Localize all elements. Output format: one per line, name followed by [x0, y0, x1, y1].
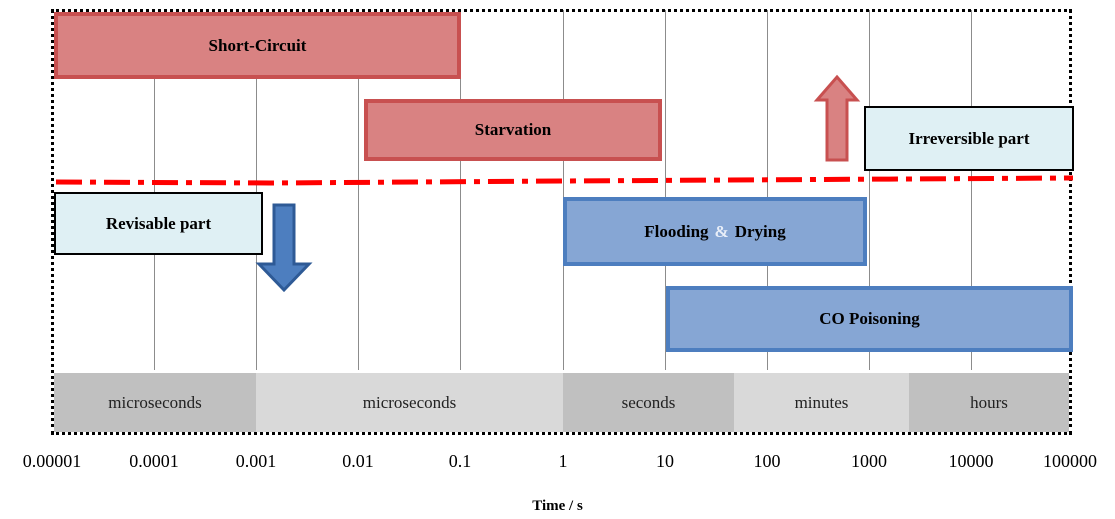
bar-starvation: Starvation	[364, 99, 662, 161]
bar-co-poisoning-label: CO Poisoning	[819, 309, 920, 328]
arrow-up-icon	[813, 74, 861, 162]
bar-flooding-drying: Flooding & Drying	[563, 197, 867, 266]
bar-starvation-label: Starvation	[474, 120, 552, 139]
gridline	[665, 10, 666, 370]
callout-revisable: Revisable part	[54, 192, 263, 255]
diagram-frame	[51, 9, 1072, 435]
bar-short-circuit: Short-Circuit	[54, 12, 461, 79]
callout-irreversible: Irreversible part	[864, 106, 1074, 171]
bar-drying-label: Drying	[734, 221, 786, 241]
divider-line	[55, 175, 1074, 186]
gridline	[358, 10, 359, 370]
tick-label: 10000	[948, 451, 994, 471]
tick-label: 0.01	[342, 451, 374, 471]
callout-revisable-label: Revisable part	[105, 213, 212, 233]
tick-label: 100	[753, 451, 781, 471]
callout-irreversible-label: Irreversible part	[908, 128, 1030, 148]
gridline	[563, 10, 564, 370]
bar-short-circuit-label: Short-Circuit	[208, 35, 307, 55]
gridline	[460, 10, 461, 370]
gridline	[767, 10, 768, 370]
tick-label: 0.00001	[22, 451, 82, 471]
band-microseconds-1: microseconds	[54, 373, 256, 432]
band-minutes: minutes	[734, 373, 909, 432]
x-axis-label: Time / s	[532, 498, 583, 514]
tick-label: 100000	[1043, 451, 1097, 471]
tick-label: 1000	[851, 451, 887, 471]
tick-label: 1	[558, 451, 568, 471]
gridline	[971, 10, 972, 370]
bar-co-poisoning: CO Poisoning	[666, 286, 1073, 352]
bar-amp-label: &	[714, 221, 729, 241]
tick-label: 0.1	[448, 451, 472, 471]
band-seconds: seconds	[563, 373, 734, 432]
band-hours: hours	[909, 373, 1069, 432]
bar-flooding-label: Flooding	[644, 221, 709, 241]
gridline	[869, 10, 870, 370]
gridline	[154, 10, 155, 370]
tick-label: 0.001	[235, 451, 277, 471]
band-microseconds-2: microseconds	[256, 373, 563, 432]
tick-label: 0.0001	[129, 451, 179, 471]
arrow-down-icon	[255, 203, 313, 293]
gridline	[256, 10, 257, 370]
tick-label: 10	[656, 451, 674, 471]
